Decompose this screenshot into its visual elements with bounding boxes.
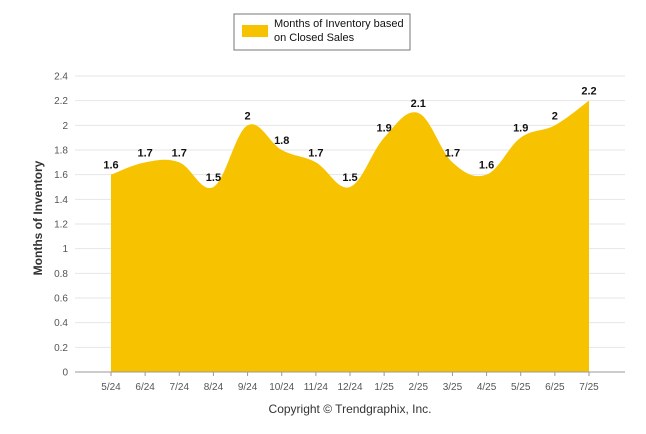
x-tick-label: 5/24	[101, 382, 121, 393]
legend-line-1: Months of Inventory based	[274, 18, 404, 30]
y-tick-label: 0.4	[54, 318, 68, 329]
y-axis-title: Months of Inventory	[31, 160, 45, 275]
data-label: 1.6	[479, 160, 494, 172]
y-tick-label: 0.8	[54, 269, 68, 280]
x-axis-ticks: 5/24 6/24 7/24 8/24 9/24 10/24 11/24 12/24 1/25 2…	[101, 372, 599, 393]
y-axis-ticks: 0 0.2 0.4 0.6 0.8 1 1.2 1.4 1.6 1.8 2 2.2 2.4	[54, 72, 68, 379]
x-tick-label: 12/24	[337, 382, 362, 393]
data-label: 1.7	[172, 147, 187, 159]
x-tick-label: 6/24	[135, 382, 155, 393]
data-label: 1.8	[274, 135, 289, 147]
legend[interactable]: Months of Inventory based on Closed Sale…	[233, 13, 411, 51]
x-tick-label: 8/24	[204, 382, 224, 393]
data-labels: 1.6 1.7 1.7 1.5 2 1.8 1.7 1.5 1.9 2.1 1.7 1.6 1.9 2 2.…	[103, 86, 596, 184]
y-tick-label: 0.6	[54, 294, 68, 305]
x-tick-label: 1/25	[374, 382, 394, 393]
legend-swatch	[242, 25, 268, 37]
x-tick-label: 6/25	[545, 382, 565, 393]
y-tick-label: 2.2	[54, 96, 68, 107]
data-label: 1.7	[308, 147, 323, 159]
copyright-credit: Copyright © Trendgraphix, Inc.	[269, 402, 432, 416]
x-tick-label: 5/25	[511, 382, 531, 393]
y-tick-label: 2	[62, 121, 68, 132]
y-tick-label: 1.4	[54, 195, 68, 206]
x-tick-label: 11/24	[304, 382, 329, 393]
x-tick-label: 3/25	[443, 382, 463, 393]
data-label: 1.6	[103, 160, 118, 172]
data-label: 1.9	[513, 123, 528, 135]
data-label: 1.7	[137, 147, 152, 159]
x-tick-label: 9/24	[238, 382, 258, 393]
x-tick-label: 7/24	[170, 382, 190, 393]
legend-line-2: on Closed Sales	[274, 32, 355, 44]
x-tick-label: 10/24	[269, 382, 294, 393]
data-label: 2.1	[411, 98, 426, 110]
x-tick-label: 4/25	[477, 382, 497, 393]
y-tick-label: 1.2	[54, 220, 68, 231]
y-tick-label: 1.8	[54, 146, 68, 157]
data-label: 1.5	[342, 172, 357, 184]
x-tick-label: 7/25	[579, 382, 599, 393]
series-area	[111, 100, 589, 373]
y-tick-label: 1.6	[54, 170, 68, 181]
data-label: 1.9	[376, 123, 391, 135]
data-label: 1.5	[206, 172, 221, 184]
data-label: 2.2	[581, 86, 596, 98]
y-tick-label: 2.4	[54, 72, 68, 83]
y-tick-label: 0	[62, 368, 68, 379]
y-tick-label: 1	[62, 244, 68, 255]
data-label: 2	[245, 110, 251, 122]
data-label: 1.7	[445, 147, 460, 159]
x-tick-label: 2/25	[409, 382, 429, 393]
y-tick-label: 0.2	[54, 343, 68, 354]
data-label: 2	[552, 110, 558, 122]
